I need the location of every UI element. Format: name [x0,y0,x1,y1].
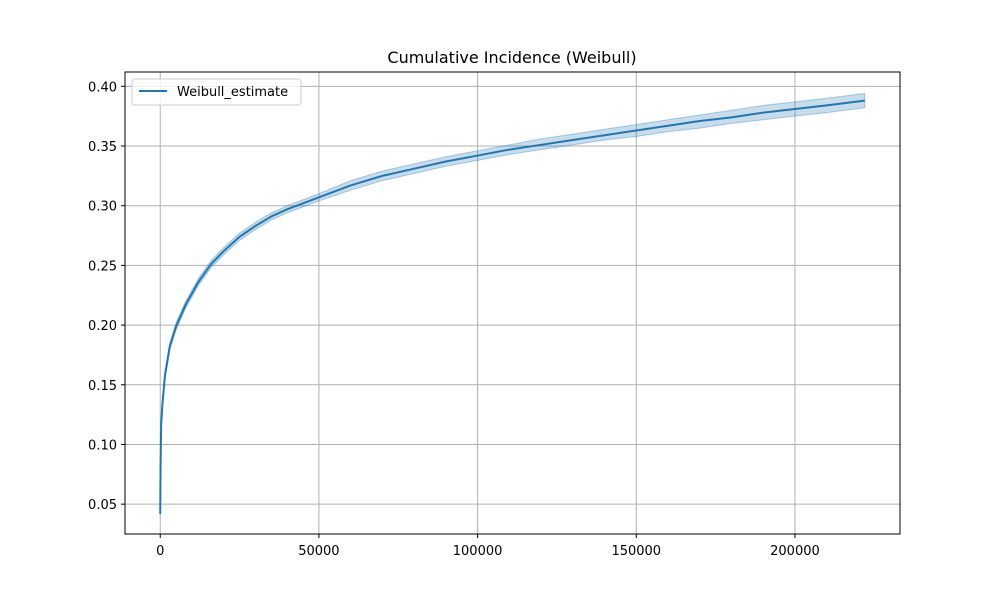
chart-title: Cumulative Incidence (Weibull) [387,48,636,67]
x-tick-label: 0 [156,544,164,559]
axes-frame [124,71,901,535]
x-tick-label: 200000 [770,544,820,559]
grid [125,72,900,534]
x-tick-label: 150000 [611,544,661,559]
y-tick-label: 0.35 [88,140,117,155]
y-tick-label: 0.20 [88,319,117,334]
x-tick-label: 50000 [298,544,339,559]
y-axis: 0.05 0.10 0.15 0.20 0.25 0.30 0.35 0.40 [88,80,125,513]
x-axis: 0 50000 100000 150000 200000 [156,534,820,559]
y-tick-label: 0.10 [88,438,117,453]
confidence-band [159,92,866,515]
y-tick-label: 0.15 [88,379,117,394]
y-tick-label: 0.05 [88,498,117,513]
x-tick-label: 100000 [453,544,503,559]
legend-label: Weibull_estimate [177,85,288,100]
confidence-band-layer [159,92,866,515]
legend-box [131,78,302,106]
y-tick-label: 0.30 [88,200,117,215]
series-line-weibull-estimate [159,99,865,514]
y-tick-label: 0.25 [88,259,117,274]
y-tick-label: 0.40 [88,80,117,95]
series-line-layer [159,99,865,514]
legend: Weibull_estimate [131,78,302,106]
